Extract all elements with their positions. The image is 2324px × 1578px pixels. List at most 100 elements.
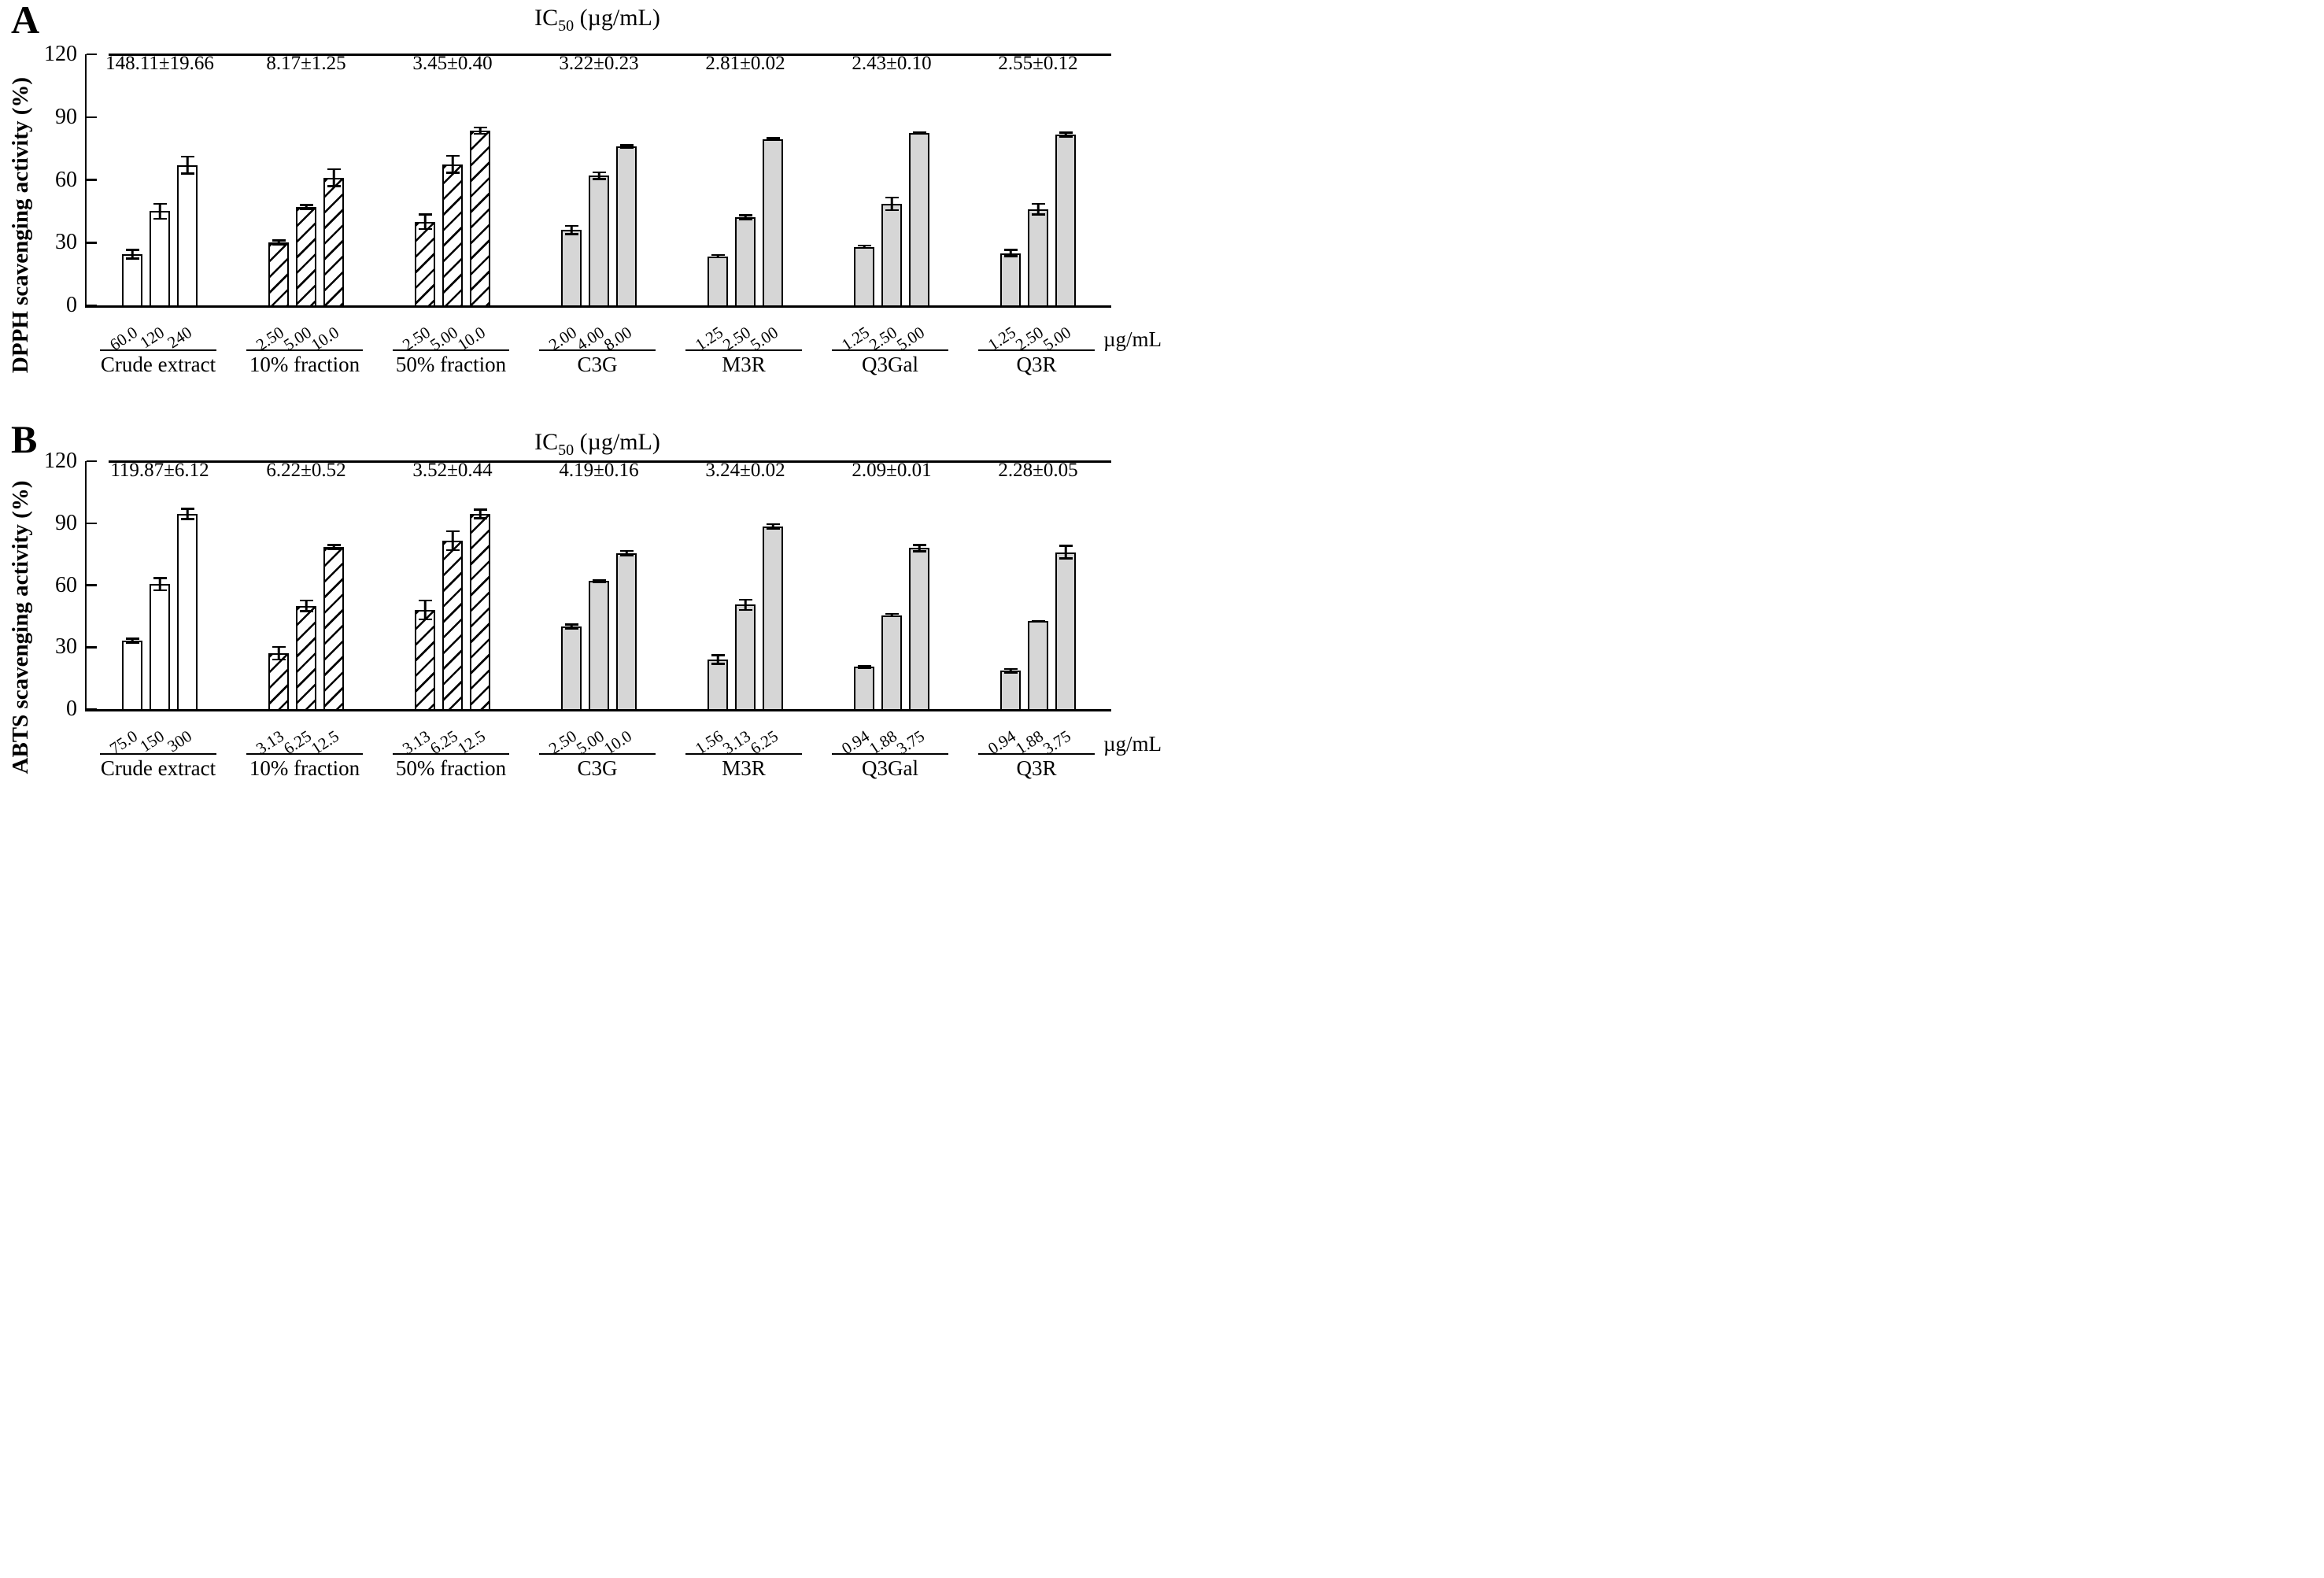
error-cap-bottom — [1031, 213, 1045, 216]
group-labels: 3.13 6.25 12.5 10% fraction — [231, 712, 378, 781]
y-tick-label-30: 30 — [55, 230, 77, 255]
y-tick-label-90: 90 — [55, 104, 77, 129]
bar — [177, 513, 198, 709]
error-bar — [327, 544, 341, 550]
group-labels: 1.25 2.50 5.00 M3R — [671, 309, 817, 377]
error-cap-bottom — [857, 246, 871, 249]
title-unit: (µg/mL) — [574, 5, 660, 31]
group-underline — [246, 753, 363, 755]
bar-group-50-fraction — [379, 54, 526, 305]
dose-labels: 1.25 2.50 5.00 — [963, 309, 1110, 354]
ic50-value: 2.81±0.02 — [705, 53, 785, 74]
bar-group-m3r — [672, 54, 818, 305]
dose-label: 240 — [164, 323, 195, 353]
ic50-header-line — [109, 460, 1111, 463]
bar — [881, 204, 902, 305]
dose-labels: 1.56 3.13 6.25 — [671, 712, 817, 758]
bar — [616, 552, 637, 709]
bar — [296, 207, 316, 305]
ic50-value: 3.24±0.02 — [705, 460, 785, 481]
y-tick-120 — [87, 53, 97, 56]
error-cap-bottom — [912, 131, 926, 135]
bar — [296, 605, 316, 709]
ic50-value: 2.28±0.05 — [998, 460, 1078, 481]
error-bar — [180, 155, 194, 175]
bar — [415, 221, 435, 305]
bar — [268, 653, 289, 709]
y-tick-120 — [87, 460, 97, 463]
error-cap-bottom — [445, 549, 460, 552]
title-main: IC — [534, 429, 559, 455]
error-bar — [711, 253, 725, 259]
bar — [735, 604, 756, 709]
y-tick-30 — [87, 242, 97, 244]
group-underline — [393, 753, 509, 755]
bar — [415, 610, 435, 709]
group-labels: 1.56 3.13 6.25 M3R — [671, 712, 817, 781]
error-cap-bottom — [153, 217, 167, 220]
error-line — [158, 202, 161, 220]
error-cap-bottom — [272, 658, 286, 661]
error-line — [332, 168, 335, 187]
error-line — [332, 544, 335, 550]
error-bar — [125, 249, 139, 260]
bar — [470, 513, 490, 709]
error-line — [158, 577, 161, 592]
x-unit-label: µg/mL — [1103, 327, 1162, 351]
y-tick-60 — [87, 584, 97, 586]
error-cap-bottom — [1003, 671, 1018, 674]
error-line — [423, 213, 427, 231]
error-bar — [1003, 667, 1018, 674]
y-tick-label-30: 30 — [55, 634, 77, 660]
bar — [909, 548, 929, 709]
group-labels: 2.50 5.00 10.0 C3G — [524, 712, 671, 781]
y-tick-0 — [87, 708, 97, 711]
error-line — [890, 196, 893, 212]
error-bar — [912, 544, 926, 552]
bar-group-c3g — [526, 461, 672, 709]
error-bar — [619, 144, 634, 149]
group-labels: 0.94 1.88 3.75 Q3R — [963, 712, 1110, 781]
error-line — [131, 637, 134, 645]
bar-group-q3r — [965, 461, 1111, 709]
error-line — [597, 171, 600, 180]
bar — [323, 546, 344, 709]
error-cap-bottom — [272, 243, 286, 246]
x-axis-labels: 60.0 120 240 Crude extract 2.50 5.00 10.0 10% f… — [85, 309, 1110, 377]
error-cap-bottom — [912, 550, 926, 552]
error-line — [570, 224, 573, 235]
error-bar — [418, 213, 432, 231]
bar — [442, 541, 463, 709]
dose-labels: 75.0 150 300 — [85, 712, 231, 758]
error-line — [423, 599, 427, 621]
error-bar — [711, 654, 725, 665]
bar — [323, 177, 344, 305]
error-cap-bottom — [738, 608, 752, 612]
bar — [122, 253, 142, 305]
bar — [1055, 552, 1076, 709]
error-cap-bottom — [592, 581, 606, 583]
dose-labels: 2.00 4.00 8.00 — [524, 309, 671, 354]
dose-labels: 2.50 5.00 10.0 — [378, 309, 524, 354]
error-bar — [299, 599, 313, 612]
error-cap-bottom — [1059, 557, 1073, 560]
error-bar — [592, 171, 606, 180]
ic50-value: 3.52±0.44 — [412, 460, 493, 481]
panel-dpph: A DPPH scavenging activity (%) IC50 (µg/… — [0, 0, 1162, 407]
error-line — [186, 508, 189, 520]
group-name: Crude extract — [100, 353, 216, 376]
ic50-values-row: 119.87±6.12 6.22±0.52 3.52±0.44 4.19±0.16 3.… — [87, 460, 1111, 482]
bar — [561, 626, 582, 709]
group-underline — [685, 349, 802, 351]
bar — [589, 176, 609, 305]
error-cap-bottom — [711, 663, 725, 665]
bar — [1028, 621, 1048, 709]
plot-area: 0 30 60 90 120 119.87±6.12 6.22±0.52 3.52±0.44… — [44, 449, 1111, 721]
error-line — [1064, 545, 1067, 560]
error-bar — [272, 239, 286, 246]
error-cap-bottom — [445, 172, 460, 174]
bar — [616, 146, 637, 305]
error-line — [478, 508, 482, 519]
bar-group-c3g — [526, 54, 672, 305]
dose-labels: 1.25 2.50 5.00 — [817, 309, 963, 354]
